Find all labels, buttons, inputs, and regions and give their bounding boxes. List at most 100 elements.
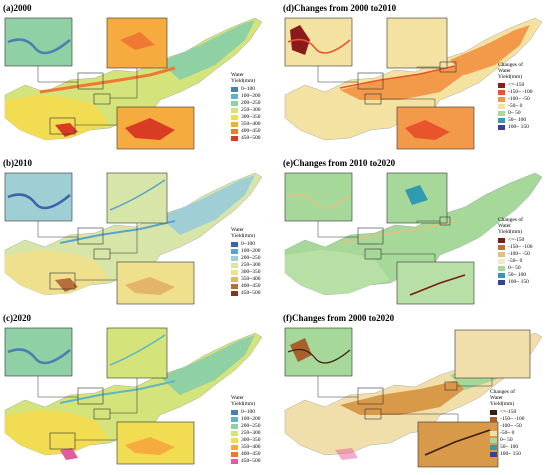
legend-label: 50~ 100 <box>500 444 519 450</box>
legend-swatch <box>498 252 505 257</box>
legend-label: 450~500 <box>241 458 261 464</box>
legend-a: Water Yield(mm) 0~100 100~200 200~250 250~30… <box>231 72 260 142</box>
legend-row: -100~ -50 <box>498 251 533 258</box>
locator-box <box>357 387 384 405</box>
legend-label: <=-150 <box>508 82 525 88</box>
locator-box <box>93 408 111 420</box>
legend-row: 250~300 <box>231 107 260 114</box>
inset-3-loss <box>409 274 466 296</box>
panel-title-b: (b)2010 <box>3 158 32 168</box>
legend-swatch <box>231 87 238 92</box>
legend-label: <=-150 <box>500 409 517 415</box>
inset-1 <box>284 172 353 222</box>
legend-label: 100~200 <box>241 416 261 422</box>
leader-line <box>416 220 440 223</box>
legend-swatch <box>498 83 505 88</box>
legend-row: 300~350 <box>231 437 260 444</box>
legend-swatch <box>490 445 497 450</box>
legend-label: 0~ 50 <box>508 110 521 116</box>
legend-label: 300~350 <box>241 269 261 275</box>
legend-label: 200~250 <box>241 423 261 429</box>
leader-line <box>110 223 138 254</box>
legend-row: 100~200 <box>231 248 260 255</box>
legend-title: Changes of Water Yield(mm) <box>498 217 523 235</box>
legend-label: -100~ -50 <box>508 251 530 257</box>
legend-label: 350~400 <box>241 121 261 127</box>
panel-e: (e)Changes from 2010 to2020 Changes of Wa… <box>280 155 550 310</box>
panel-title-e: (e)Changes from 2010 to2020 <box>283 158 396 168</box>
legend-row: 100~ 150 <box>490 451 525 458</box>
legend-row: -150~ -100 <box>498 89 533 96</box>
legend-swatch <box>498 111 505 116</box>
map-a <box>4 17 263 150</box>
legend-row: 400~450 <box>231 128 260 135</box>
legend-swatch <box>231 101 238 106</box>
locator-box <box>93 93 111 105</box>
leader-line <box>110 378 138 414</box>
legend-label: 200~250 <box>241 100 261 106</box>
legend-swatch <box>498 280 505 285</box>
inset-3-hotspot <box>125 277 175 295</box>
basin-west-zone <box>5 250 110 295</box>
legend-label: <=-150 <box>508 237 525 243</box>
legend-label: 50~ 100 <box>508 272 527 278</box>
legend-swatch <box>490 431 497 436</box>
inset-3-hotspot <box>125 437 175 455</box>
river-band <box>39 66 176 94</box>
legend-label: 0~100 <box>241 409 255 415</box>
map-c <box>4 327 263 465</box>
inset-3 <box>417 421 499 468</box>
basin-east-zone <box>160 335 255 395</box>
legend-row: 100~200 <box>231 93 260 100</box>
legend-row: 100~ 150 <box>498 124 533 131</box>
panel-title-c: (c)2020 <box>3 313 31 323</box>
inset-2-river <box>109 334 166 366</box>
legend-swatch <box>498 104 505 109</box>
legend-swatch <box>498 245 505 250</box>
legend-row: <=-150 <box>498 237 533 244</box>
panel-title-d: (d)Changes from 2000 to2010 <box>283 3 397 13</box>
legend-swatch <box>231 452 238 457</box>
legend-swatch <box>498 259 505 264</box>
legend-row: -50~ 0 <box>498 258 533 265</box>
legend-row: 200~250 <box>231 100 260 107</box>
legend-swatch <box>231 410 238 415</box>
legend-row: 450~500 <box>231 290 260 297</box>
locator-box <box>77 72 104 90</box>
legend-label: 200~250 <box>241 255 261 261</box>
legend-label: 400~450 <box>241 451 261 457</box>
leader-line <box>381 253 436 262</box>
legend-label: -100~ -50 <box>508 96 530 102</box>
legend-swatch <box>490 424 497 429</box>
river-band <box>59 220 176 244</box>
inset-1 <box>4 17 73 67</box>
legend-title: Changes of Water Yield(mm) <box>490 389 515 407</box>
legend-row: 0~100 <box>231 409 260 416</box>
inset-1-river <box>7 348 71 365</box>
legend-row: 300~350 <box>231 114 260 121</box>
legend-swatch <box>231 136 238 141</box>
legend-label: 250~300 <box>241 430 261 436</box>
legend-swatch <box>498 125 505 130</box>
legend-label: 100~200 <box>241 93 261 99</box>
legend-row: 350~400 <box>231 444 260 451</box>
legend-row: 350~400 <box>231 276 260 283</box>
legend-label: 250~300 <box>241 262 261 268</box>
locator-box <box>49 432 76 450</box>
legend-swatch <box>231 129 238 134</box>
inset-1-river <box>287 348 351 364</box>
river-band <box>59 380 176 404</box>
inset-1-river <box>7 193 71 210</box>
inset-1 <box>4 172 73 222</box>
legend-label: 0~100 <box>241 86 255 92</box>
inset-2-hotspot <box>120 32 155 50</box>
basin-west-zone <box>5 410 110 455</box>
legend-swatch <box>231 291 238 296</box>
legend-label: 50~ 100 <box>508 117 527 123</box>
legend-title: Water Yield(mm) <box>231 72 256 84</box>
legend-swatch <box>498 118 505 123</box>
legend-label: 300~350 <box>241 114 261 120</box>
legend-row: 0~ 50 <box>498 265 533 272</box>
panel-c: (c)2020 Water Yield(mm) 0~100 100~200 200~2… <box>0 310 270 475</box>
river-band <box>339 220 456 244</box>
